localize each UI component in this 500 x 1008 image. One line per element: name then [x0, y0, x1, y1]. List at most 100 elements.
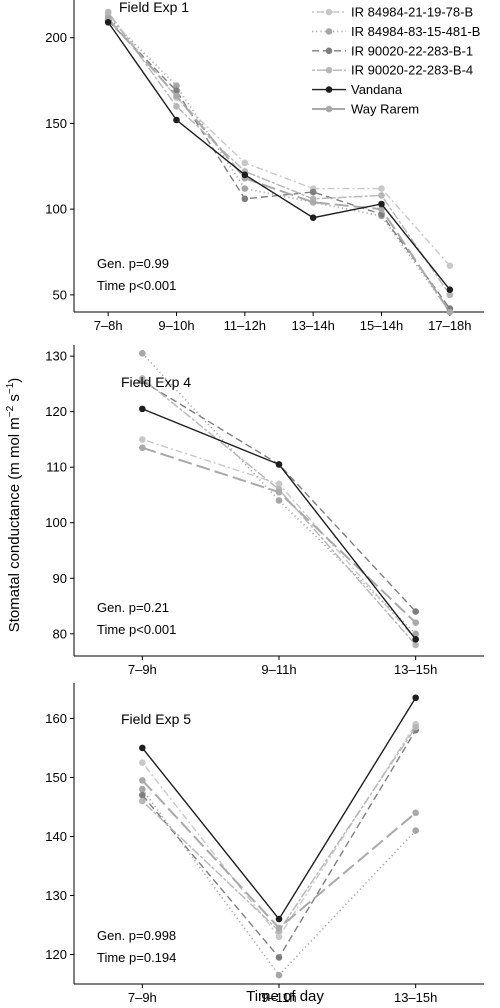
- x-tick-label: 9–11h: [261, 990, 296, 1005]
- data-point: [173, 82, 180, 90]
- legend-marker: [325, 105, 333, 113]
- data-point: [412, 694, 419, 702]
- data-point: [275, 924, 283, 932]
- stats-annotation: Time p<0.001: [97, 622, 176, 637]
- legend: IR 84984-21-19-78-B IR 84984-83-15-481-B I…: [312, 5, 480, 117]
- data-point: [139, 777, 146, 784]
- y-tick-label: 140: [45, 829, 67, 844]
- data-point: [139, 759, 146, 766]
- y-axis-label-end: ): [6, 378, 23, 383]
- data-point: [446, 262, 454, 270]
- data-point: [104, 18, 112, 26]
- legend-label: Way Rarem: [351, 102, 419, 117]
- panel-2: 80 90 100 110 120 130 7–9h 9–11h 13–15h Field Exp…: [45, 345, 484, 677]
- y-tick-label: 120: [45, 947, 67, 962]
- legend-label: Vandana: [351, 82, 403, 97]
- series-line: [142, 446, 417, 624]
- y-tick-label: 110: [46, 460, 67, 475]
- panel-1: 50 100 150 200 7–8h 9–10h 11–12h 13–14h 15–14h 17…: [45, 0, 484, 333]
- y-axis-label-main: Stomatal conductance (m mol m: [6, 417, 23, 632]
- panel-title: Field Exp 4: [121, 374, 191, 390]
- stats-annotation: Time p=0.194: [97, 950, 176, 965]
- data-point: [241, 159, 249, 167]
- y-tick-label: 150: [45, 770, 67, 785]
- data-point: [139, 744, 146, 752]
- y-axis-label-s: s: [6, 394, 23, 406]
- x-tick-label: 7–8h: [94, 318, 123, 333]
- data-point: [309, 198, 317, 206]
- series-line: [141, 726, 417, 932]
- legend-label: IR 90020-22-283-B-4: [351, 63, 473, 78]
- series-line: [142, 438, 417, 640]
- data-point: [378, 205, 385, 213]
- stats-annotation: Gen. p=0.21: [97, 600, 169, 615]
- y-tick-label: 90: [53, 571, 67, 586]
- data-point: [412, 619, 419, 626]
- data-point: [446, 291, 454, 299]
- y-axis-label-sup-m: −2: [5, 405, 16, 417]
- x-tick-label: 11–12h: [224, 318, 266, 333]
- data-point: [275, 461, 283, 468]
- series-line: [141, 723, 417, 938]
- data-point: [412, 608, 419, 615]
- y-tick-label: 160: [45, 711, 67, 726]
- data-point: [309, 214, 317, 222]
- series-line: [141, 779, 417, 930]
- y-axis-label: Stomatal conductance (m mol m−2 s−1): [5, 378, 23, 633]
- data-point: [139, 791, 146, 799]
- data-point: [241, 195, 249, 203]
- data-point: [378, 200, 385, 208]
- data-point: [412, 636, 419, 643]
- x-tick-label: 9–10h: [158, 318, 194, 333]
- legend-label: IR 84984-21-19-78-B: [351, 5, 473, 20]
- y-tick-label: 130: [45, 888, 67, 903]
- data-point: [412, 723, 419, 731]
- x-tick-label: 7–9h: [128, 662, 157, 677]
- data-point: [173, 92, 180, 100]
- x-axis-label: Time of day: [246, 988, 324, 1005]
- data-point: [275, 488, 283, 496]
- data-point: [275, 933, 283, 941]
- panel-3: 120 130 140 150 160 7–9h 9–11h 13–15h Field Exp …: [45, 683, 484, 1005]
- series-line: [107, 16, 451, 313]
- data-point: [241, 171, 249, 179]
- x-tick-label: 17–18h: [428, 318, 471, 333]
- series-line: [107, 21, 451, 291]
- series-line: [141, 380, 417, 613]
- data-point: [139, 436, 146, 443]
- series-line: [141, 788, 417, 977]
- data-point: [139, 797, 146, 805]
- data-point: [446, 308, 454, 316]
- legend-marker: [325, 8, 333, 16]
- panel-title: Field Exp 1: [119, 0, 189, 15]
- stats-annotation: Gen. p=0.99: [97, 256, 169, 271]
- stats-annotation: Time p<0.001: [97, 278, 176, 293]
- legend-marker: [325, 28, 333, 35]
- panels-layer: 50 100 150 200 7–8h 9–10h 11–12h 13–14h 15–14h 17…: [45, 0, 484, 1005]
- data-point: [275, 497, 283, 504]
- data-point: [309, 188, 317, 196]
- y-tick-label: 100: [45, 202, 67, 217]
- data-point: [104, 8, 112, 16]
- data-point: [139, 375, 146, 382]
- series-line: [141, 697, 417, 921]
- series-line: [142, 408, 417, 640]
- x-tick-label: 13–15h: [394, 662, 437, 677]
- data-point: [173, 102, 180, 110]
- data-point: [139, 405, 146, 413]
- x-tick-label: 7–9h: [128, 990, 157, 1005]
- legend-label: IR 90020-22-283-B-1: [351, 43, 473, 58]
- x-tick-label: 13–14h: [291, 318, 334, 333]
- y-tick-label: 150: [45, 116, 67, 131]
- x-tick-label: 9–11h: [261, 662, 296, 677]
- data-point: [275, 480, 283, 488]
- data-point: [139, 350, 146, 357]
- series-line: [107, 18, 451, 313]
- series-line: [141, 377, 417, 646]
- data-point: [446, 286, 454, 294]
- data-point: [412, 827, 419, 834]
- legend-marker: [325, 47, 333, 55]
- data-point: [275, 954, 283, 961]
- y-axis-label-sup-s: −1: [5, 382, 16, 394]
